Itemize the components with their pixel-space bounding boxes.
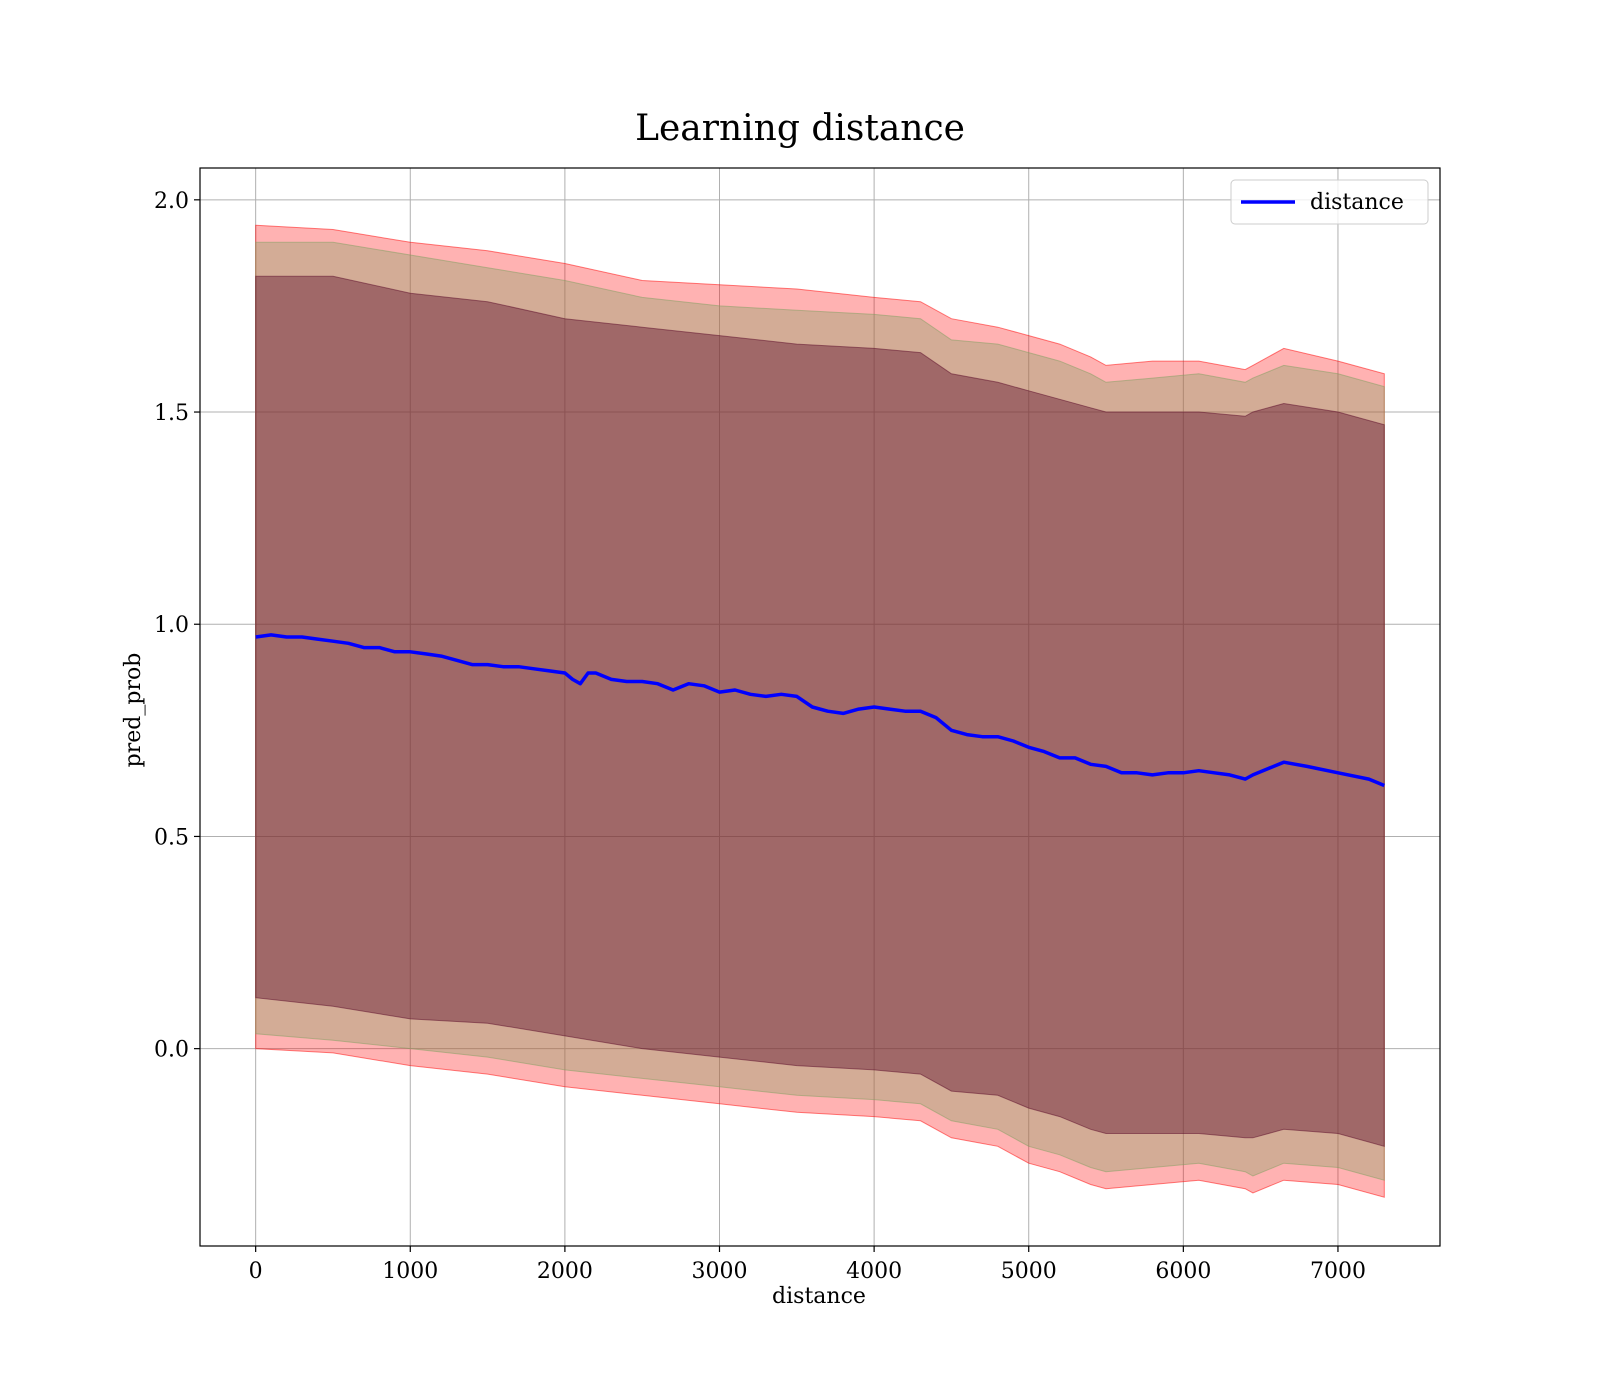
series-line-distance xyxy=(255,633,1385,788)
legend-box xyxy=(1230,179,1429,225)
y-tick-label: 0.0 xyxy=(154,1038,189,1063)
y-tick-label: 2.0 xyxy=(154,189,189,214)
confidence-band-3 xyxy=(255,275,1385,1147)
x-tick-label: 2000 xyxy=(537,1259,593,1284)
plot-frame xyxy=(199,167,1441,1247)
confidence-band-2 xyxy=(255,241,1385,1181)
chart-title: Learning distance xyxy=(635,108,965,149)
legend: distance xyxy=(1230,179,1429,225)
y-tick-label: 1.0 xyxy=(154,613,189,638)
y-tick-label: 1.5 xyxy=(154,401,189,426)
x-tick-label: 6000 xyxy=(1155,1259,1211,1284)
y-tick-label: 0.5 xyxy=(154,825,189,850)
x-tick-label: 0 xyxy=(249,1259,263,1284)
x-tick-label: 1000 xyxy=(382,1259,438,1284)
x-axis-label: distance xyxy=(772,1284,866,1309)
legend-label: distance xyxy=(1310,190,1404,215)
y-axis-label: pred_prob xyxy=(121,653,146,768)
y-axis-ticks: 0.0 0.5 1.0 1.5 2.0 xyxy=(154,189,200,1063)
x-tick-label: 5000 xyxy=(1001,1259,1057,1284)
confidence-bands xyxy=(255,224,1385,1198)
confidence-band-1 xyxy=(255,224,1385,1198)
series-lines xyxy=(255,633,1385,788)
x-axis-ticks: 0 1000 2000 3000 4000 5000 6000 7000 xyxy=(249,1246,1366,1284)
x-tick-label: 4000 xyxy=(846,1259,902,1284)
x-tick-label: 3000 xyxy=(692,1259,748,1284)
x-tick-label: 7000 xyxy=(1310,1259,1366,1284)
